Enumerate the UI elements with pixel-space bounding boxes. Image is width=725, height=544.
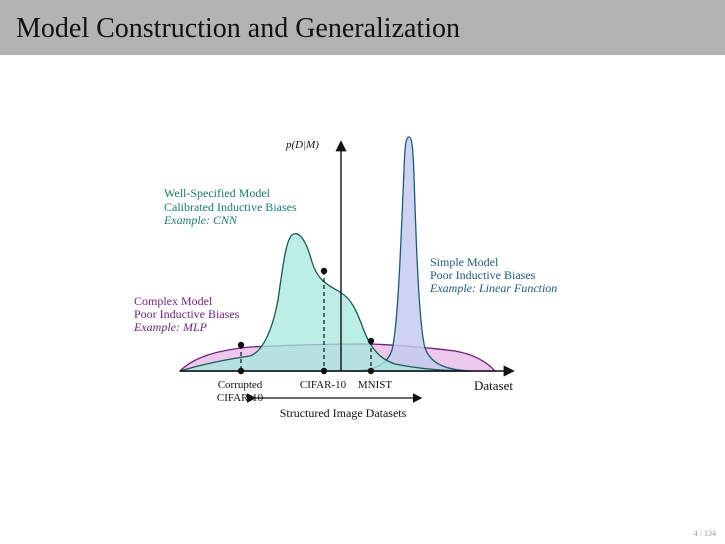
tick-mnist: MNIST [358,379,393,391]
cifar10-curve-point [320,267,328,275]
page-total: 134 [704,529,716,538]
x-axis-label: Dataset [474,378,513,393]
tick-corrupted-line2: CIFAR-10 [217,392,264,404]
well-specified-model-curve [179,233,471,372]
corrupted-cifar10-curve-point [237,341,245,349]
mnist-curve-point [367,337,375,345]
well-specified-label-line3: Example: CNN [163,213,238,227]
complex-label-line3: Example: MLP [133,320,208,334]
well-specified-label-line1: Well-Specified Model [164,186,271,200]
tick-corrupted-line1: Corrupted [218,379,263,391]
simple-model-curve [354,136,471,372]
simple-label-line2: Poor Inductive Biases [430,268,536,282]
structured-datasets-label: Structured Image Datasets [280,406,407,420]
well-specified-label-line2: Calibrated Inductive Biases [164,200,297,214]
corrupted-cifar10-axis-point [237,367,245,375]
tick-cifar10: CIFAR-10 [300,379,347,391]
complex-label-line2: Poor Inductive Biases [134,307,240,321]
simple-label-line3: Example: Linear Function [429,281,557,295]
title-bar: Model Construction and Generalization [0,0,725,55]
complex-label-line1: Complex Model [134,294,213,308]
mnist-axis-point [367,367,375,375]
page-number: 4 / 134 [693,529,716,538]
y-axis-label: p(D|M) [285,139,319,151]
simple-label-line1: Simple Model [430,255,499,269]
cifar10-axis-point [320,367,328,375]
slide-title: Model Construction and Generalization [16,13,460,44]
page-current: 4 [693,529,698,538]
